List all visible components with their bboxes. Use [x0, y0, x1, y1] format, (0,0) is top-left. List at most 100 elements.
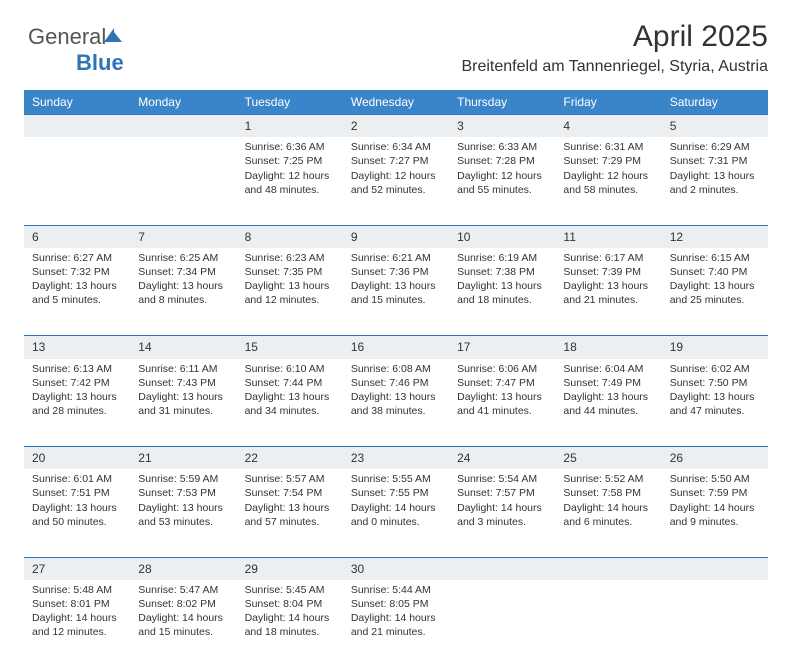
- sunrise-text: Sunrise: 6:29 AM: [670, 140, 760, 154]
- sunset-text: Sunset: 7:53 PM: [138, 486, 228, 500]
- day-number-cell: 16: [343, 336, 449, 359]
- day-number-row: 27282930: [24, 557, 768, 580]
- day-cell: Sunrise: 5:57 AMSunset: 7:54 PMDaylight:…: [237, 469, 343, 557]
- day-cell: Sunrise: 6:13 AMSunset: 7:42 PMDaylight:…: [24, 359, 130, 447]
- day-cell: Sunrise: 6:01 AMSunset: 7:51 PMDaylight:…: [24, 469, 130, 557]
- day-number-cell: 10: [449, 225, 555, 248]
- day-number-cell: 1: [237, 115, 343, 138]
- sunrise-text: Sunrise: 5:44 AM: [351, 583, 441, 597]
- day-number-cell: [449, 557, 555, 580]
- day-number: 14: [138, 340, 151, 354]
- day-number-cell: 17: [449, 336, 555, 359]
- sunrise-text: Sunrise: 6:33 AM: [457, 140, 547, 154]
- day-cell: Sunrise: 6:11 AMSunset: 7:43 PMDaylight:…: [130, 359, 236, 447]
- day-number-cell: 27: [24, 557, 130, 580]
- sunrise-text: Sunrise: 6:02 AM: [670, 362, 760, 376]
- page-title: April 2025: [24, 20, 768, 54]
- day-number: 1: [245, 119, 252, 133]
- day-number: 5: [670, 119, 677, 133]
- sunrise-text: Sunrise: 5:50 AM: [670, 472, 760, 486]
- day-header: Tuesday: [237, 90, 343, 115]
- day-number: 3: [457, 119, 464, 133]
- day-number-cell: 18: [555, 336, 661, 359]
- day-number-cell: 28: [130, 557, 236, 580]
- logo-triangle2-icon: [114, 32, 122, 42]
- day-cell: Sunrise: 6:27 AMSunset: 7:32 PMDaylight:…: [24, 248, 130, 336]
- day-number: 18: [563, 340, 576, 354]
- day-number-cell: 15: [237, 336, 343, 359]
- sunset-text: Sunset: 7:47 PM: [457, 376, 547, 390]
- day-number-cell: 29: [237, 557, 343, 580]
- day-number: 9: [351, 230, 358, 244]
- day-number-cell: 4: [555, 115, 661, 138]
- sunrise-text: Sunrise: 5:45 AM: [245, 583, 335, 597]
- daylight-text: Daylight: 14 hours and 6 minutes.: [563, 501, 653, 529]
- day-number: 29: [245, 562, 258, 576]
- day-number-cell: 24: [449, 447, 555, 470]
- day-number: 27: [32, 562, 45, 576]
- sunrise-text: Sunrise: 6:27 AM: [32, 251, 122, 265]
- daylight-text: Daylight: 13 hours and 18 minutes.: [457, 279, 547, 307]
- day-number-cell: 12: [662, 225, 768, 248]
- sunset-text: Sunset: 7:58 PM: [563, 486, 653, 500]
- day-cell: Sunrise: 5:48 AMSunset: 8:01 PMDaylight:…: [24, 580, 130, 668]
- day-cell: Sunrise: 6:21 AMSunset: 7:36 PMDaylight:…: [343, 248, 449, 336]
- sunset-text: Sunset: 7:50 PM: [670, 376, 760, 390]
- sunset-text: Sunset: 7:32 PM: [32, 265, 122, 279]
- daylight-text: Daylight: 13 hours and 47 minutes.: [670, 390, 760, 418]
- day-number: 23: [351, 451, 364, 465]
- brand-part2: Blue: [76, 50, 124, 75]
- daylight-text: Daylight: 13 hours and 34 minutes.: [245, 390, 335, 418]
- day-content-row: Sunrise: 6:27 AMSunset: 7:32 PM Daylight:…: [24, 248, 768, 336]
- day-number-cell: [662, 557, 768, 580]
- day-number: 19: [670, 340, 683, 354]
- sunset-text: Sunset: 8:04 PM: [245, 597, 335, 611]
- day-number-cell: 25: [555, 447, 661, 470]
- day-cell: Sunrise: 6:15 AMSunset: 7:40 PMDaylight:…: [662, 248, 768, 336]
- calendar-table: SundayMondayTuesdayWednesdayThursdayFrid…: [24, 90, 768, 668]
- day-number-cell: 7: [130, 225, 236, 248]
- sunrise-text: Sunrise: 6:25 AM: [138, 251, 228, 265]
- day-cell: Sunrise: 6:04 AMSunset: 7:49 PMDaylight:…: [555, 359, 661, 447]
- sunset-text: Sunset: 7:40 PM: [670, 265, 760, 279]
- daylight-text: Daylight: 13 hours and 2 minutes.: [670, 169, 760, 197]
- day-number: 26: [670, 451, 683, 465]
- day-content-row: Sunrise: 6:36 AMSunset: 7:25 PMDaylight:…: [24, 137, 768, 225]
- day-number: 10: [457, 230, 470, 244]
- day-number-cell: 22: [237, 447, 343, 470]
- day-cell: [449, 580, 555, 668]
- day-number: 17: [457, 340, 470, 354]
- day-cell: Sunrise: 6:29 AMSunset: 7:31 PMDaylight:…: [662, 137, 768, 225]
- day-cell: Sunrise: 5:47 AMSunset: 8:02 PMDaylight:…: [130, 580, 236, 668]
- sunset-text: Sunset: 7:25 PM: [245, 154, 335, 168]
- daylight-text: Daylight: 13 hours and 38 minutes.: [351, 390, 441, 418]
- daylight-text: Daylight: 14 hours and 3 minutes.: [457, 501, 547, 529]
- daylight-text: Daylight: 14 hours and 15 minutes.: [138, 611, 228, 639]
- sunset-text: Sunset: 7:46 PM: [351, 376, 441, 390]
- day-number-cell: 5: [662, 115, 768, 138]
- day-cell: Sunrise: 5:52 AMSunset: 7:58 PMDaylight:…: [555, 469, 661, 557]
- daylight-text: Daylight: 12 hours and 48 minutes.: [245, 169, 335, 197]
- daylight-text: Daylight: 12 hours and 55 minutes.: [457, 169, 547, 197]
- day-number: 15: [245, 340, 258, 354]
- daylight-text: Daylight: 14 hours and 9 minutes.: [670, 501, 760, 529]
- sunset-text: Sunset: 8:02 PM: [138, 597, 228, 611]
- daylight-text: Daylight: 13 hours and 21 minutes.: [563, 279, 653, 307]
- sunset-text: Sunset: 7:38 PM: [457, 265, 547, 279]
- day-number-cell: 19: [662, 336, 768, 359]
- daylight-text: Daylight: 14 hours and 21 minutes.: [351, 611, 441, 639]
- page-subtitle: Breitenfeld am Tannenriegel, Styria, Aus…: [24, 58, 768, 76]
- daylight-text: Daylight: 13 hours and 50 minutes.: [32, 501, 122, 529]
- sunrise-text: Sunrise: 6:01 AM: [32, 472, 122, 486]
- sunset-text: Sunset: 7:49 PM: [563, 376, 653, 390]
- day-number: 4: [563, 119, 570, 133]
- day-number-cell: 13: [24, 336, 130, 359]
- sunset-text: Sunset: 7:55 PM: [351, 486, 441, 500]
- day-cell: Sunrise: 5:55 AMSunset: 7:55 PMDaylight:…: [343, 469, 449, 557]
- sunset-text: Sunset: 7:44 PM: [245, 376, 335, 390]
- day-cell: Sunrise: 6:02 AMSunset: 7:50 PMDaylight:…: [662, 359, 768, 447]
- day-cell: Sunrise: 6:34 AMSunset: 7:27 PMDaylight:…: [343, 137, 449, 225]
- daylight-text: Daylight: 13 hours and 53 minutes.: [138, 501, 228, 529]
- sunset-text: Sunset: 8:05 PM: [351, 597, 441, 611]
- day-cell: Sunrise: 6:10 AMSunset: 7:44 PMDaylight:…: [237, 359, 343, 447]
